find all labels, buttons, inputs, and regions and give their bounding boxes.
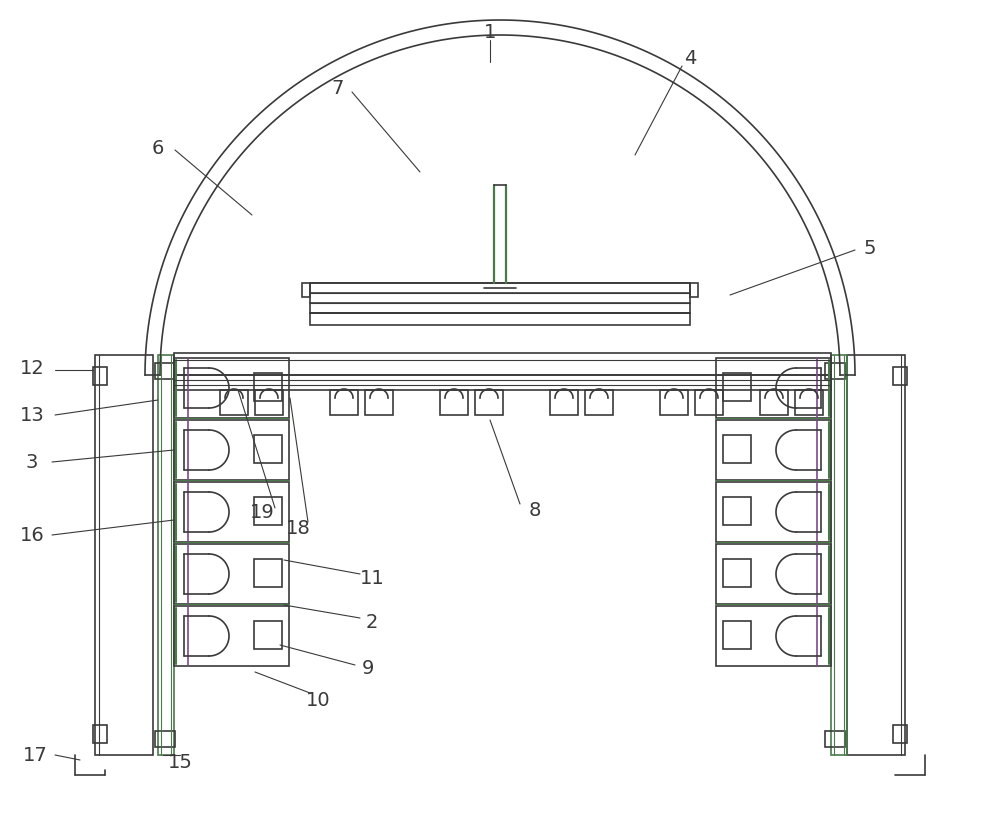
Bar <box>723 435 751 463</box>
Bar <box>660 390 688 415</box>
Bar <box>716 420 831 480</box>
Bar <box>795 390 823 415</box>
Bar <box>825 731 845 747</box>
Bar <box>254 497 282 525</box>
Bar <box>847 355 905 755</box>
Bar <box>174 482 289 542</box>
Bar <box>174 353 831 375</box>
Bar <box>254 373 282 401</box>
Bar <box>174 375 831 390</box>
Text: 12: 12 <box>20 358 44 377</box>
Bar <box>155 731 175 747</box>
Bar <box>690 283 698 297</box>
Bar <box>330 390 358 415</box>
Text: 8: 8 <box>529 501 541 520</box>
Bar <box>174 544 289 604</box>
Text: 2: 2 <box>366 612 378 631</box>
Bar <box>93 367 107 385</box>
Text: 3: 3 <box>26 452 38 472</box>
Bar <box>723 373 751 401</box>
Bar <box>174 358 289 418</box>
Bar <box>585 390 613 415</box>
Text: 9: 9 <box>362 658 374 677</box>
Bar <box>831 355 847 755</box>
Text: 4: 4 <box>684 48 696 67</box>
Bar <box>723 497 751 525</box>
Bar <box>158 355 174 755</box>
Bar <box>550 390 578 415</box>
Bar <box>716 544 831 604</box>
Text: 13: 13 <box>20 405 44 424</box>
Bar <box>893 725 907 743</box>
Text: 16: 16 <box>20 525 44 544</box>
Bar <box>365 390 393 415</box>
Bar <box>440 390 468 415</box>
Bar <box>723 559 751 587</box>
Bar <box>254 435 282 463</box>
Text: 19: 19 <box>250 502 274 521</box>
Text: 1: 1 <box>484 22 496 41</box>
Bar <box>716 358 831 418</box>
Bar <box>255 390 283 415</box>
Bar <box>254 621 282 649</box>
Text: 15: 15 <box>168 752 192 772</box>
Text: 11: 11 <box>360 569 384 588</box>
Bar <box>174 606 289 666</box>
Bar <box>475 390 503 415</box>
Text: 6: 6 <box>152 138 164 158</box>
Bar <box>155 363 175 379</box>
Bar <box>825 363 845 379</box>
Bar <box>695 390 723 415</box>
Bar <box>310 313 690 325</box>
Bar <box>723 621 751 649</box>
Text: 7: 7 <box>332 78 344 98</box>
Bar <box>93 725 107 743</box>
Bar <box>174 420 289 480</box>
Text: 10: 10 <box>306 690 330 709</box>
Bar <box>716 606 831 666</box>
Text: 18: 18 <box>286 519 310 538</box>
Bar <box>302 283 310 297</box>
Bar <box>760 390 788 415</box>
Bar <box>716 482 831 542</box>
Text: 17: 17 <box>23 746 47 764</box>
Text: 5: 5 <box>864 238 876 257</box>
Bar <box>893 367 907 385</box>
Bar <box>95 355 153 755</box>
Bar <box>220 390 248 415</box>
Bar <box>254 559 282 587</box>
Bar <box>310 283 690 313</box>
